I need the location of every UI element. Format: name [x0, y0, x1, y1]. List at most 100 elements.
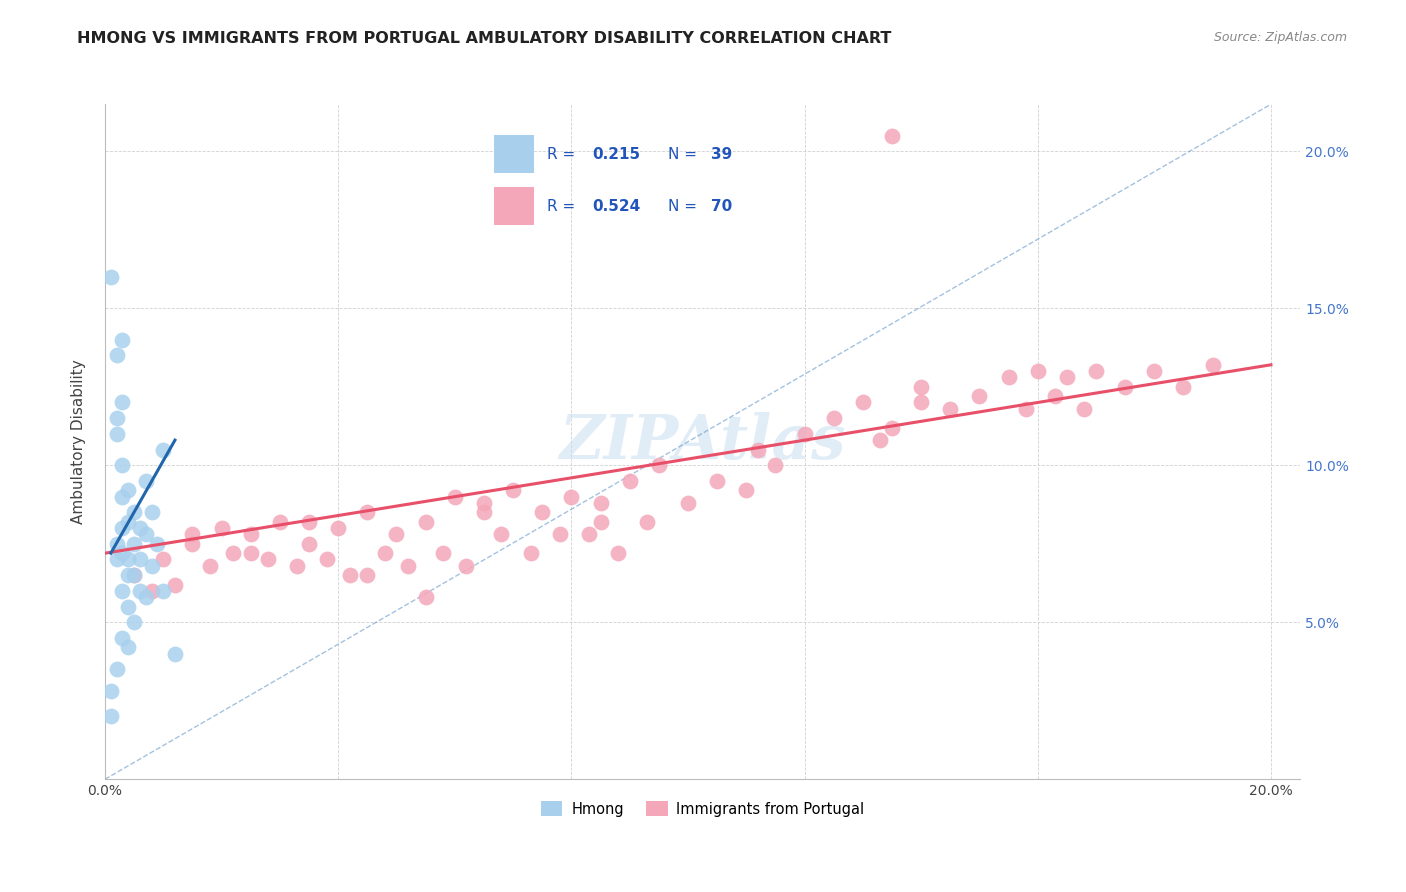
Point	[105, 411, 128, 425]
Point	[443, 490, 465, 504]
Point	[852, 395, 875, 409]
Point	[328, 521, 350, 535]
Point	[531, 505, 554, 519]
Point	[287, 558, 309, 573]
Point	[607, 546, 630, 560]
Point	[385, 527, 408, 541]
Point	[211, 521, 233, 535]
Point	[117, 599, 139, 614]
Point	[589, 515, 612, 529]
Point	[222, 546, 245, 560]
Point	[163, 647, 186, 661]
Point	[1114, 380, 1136, 394]
Point	[578, 527, 600, 541]
Point	[939, 401, 962, 416]
Point	[111, 521, 134, 535]
Point	[339, 568, 361, 582]
Point	[152, 552, 174, 566]
Text: ZIPAtlas: ZIPAtlas	[560, 412, 846, 472]
Point	[432, 546, 454, 560]
Point	[152, 583, 174, 598]
Point	[181, 537, 204, 551]
Point	[239, 546, 262, 560]
Point	[747, 442, 769, 457]
Point	[1173, 380, 1195, 394]
Y-axis label: Ambulatory Disability: Ambulatory Disability	[72, 359, 86, 524]
Point	[969, 389, 991, 403]
Point	[396, 558, 419, 573]
Point	[1085, 364, 1108, 378]
Text: HMONG VS IMMIGRANTS FROM PORTUGAL AMBULATORY DISABILITY CORRELATION CHART: HMONG VS IMMIGRANTS FROM PORTUGAL AMBULA…	[77, 31, 891, 46]
Point	[122, 568, 145, 582]
Point	[129, 521, 152, 535]
Point	[111, 458, 134, 473]
Point	[706, 474, 728, 488]
Point	[472, 505, 495, 519]
Point	[117, 515, 139, 529]
Point	[117, 483, 139, 498]
Point	[374, 546, 396, 560]
Point	[910, 380, 932, 394]
Point	[1026, 364, 1049, 378]
Legend: Hmong, Immigrants from Portugal: Hmong, Immigrants from Portugal	[534, 796, 870, 822]
Point	[100, 709, 122, 723]
Point	[111, 631, 134, 645]
Point	[415, 515, 437, 529]
Point	[117, 568, 139, 582]
Point	[239, 527, 262, 541]
Point	[105, 426, 128, 441]
Point	[135, 590, 157, 604]
Point	[163, 577, 186, 591]
Point	[135, 527, 157, 541]
Point	[146, 537, 169, 551]
Point	[356, 505, 378, 519]
Point	[1015, 401, 1038, 416]
Point	[111, 395, 134, 409]
Point	[122, 505, 145, 519]
Point	[548, 527, 571, 541]
Point	[793, 426, 815, 441]
Point	[141, 558, 163, 573]
Point	[1143, 364, 1166, 378]
Point	[619, 474, 641, 488]
Point	[502, 483, 524, 498]
Point	[880, 420, 903, 434]
Point	[315, 552, 337, 566]
Point	[198, 558, 221, 573]
Point	[135, 474, 157, 488]
Point	[823, 411, 845, 425]
Point	[111, 333, 134, 347]
Point	[735, 483, 758, 498]
Point	[117, 640, 139, 655]
Point	[117, 552, 139, 566]
Point	[122, 568, 145, 582]
Point	[1045, 389, 1067, 403]
Point	[105, 552, 128, 566]
Point	[456, 558, 478, 573]
Point	[560, 490, 582, 504]
Point	[141, 583, 163, 598]
Point	[519, 546, 541, 560]
Point	[181, 527, 204, 541]
Point	[100, 684, 122, 698]
Point	[356, 568, 378, 582]
Point	[589, 496, 612, 510]
Point	[141, 505, 163, 519]
Point	[257, 552, 280, 566]
Point	[869, 433, 891, 447]
Point	[298, 515, 321, 529]
Point	[648, 458, 671, 473]
Point	[1201, 358, 1223, 372]
Point	[415, 590, 437, 604]
Point	[636, 515, 658, 529]
Point	[105, 662, 128, 676]
Point	[111, 490, 134, 504]
Point	[880, 128, 903, 143]
Point	[472, 496, 495, 510]
Point	[491, 527, 513, 541]
Point	[997, 370, 1019, 384]
Point	[676, 496, 699, 510]
Point	[129, 583, 152, 598]
Point	[298, 537, 321, 551]
Point	[269, 515, 291, 529]
